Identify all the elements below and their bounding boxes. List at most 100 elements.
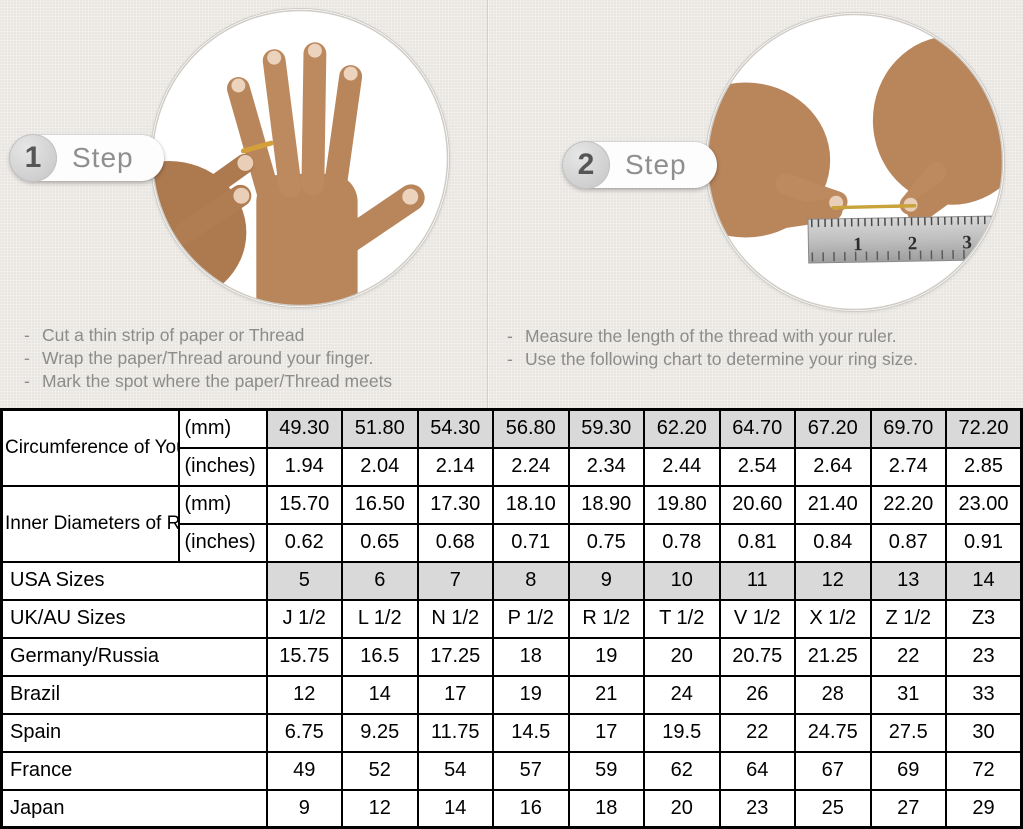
size-value-cell: 27	[869, 788, 947, 829]
size-value-cell: 49.30	[265, 408, 343, 449]
size-value-cell: 62.20	[643, 408, 721, 449]
instruction-text: Measure the length of the thread with yo…	[525, 326, 897, 346]
size-value-cell: 27.5	[869, 712, 947, 753]
table-row: France 49 52 54 57 59 62 64 67 69 72	[0, 750, 1023, 791]
instruction-text: Use the following chart to determine you…	[525, 349, 918, 369]
size-value-cell: 12	[794, 560, 872, 601]
instruction-line: - Use the following chart to determine y…	[507, 349, 918, 369]
size-value-cell: V 1/2	[718, 598, 796, 639]
step-2-label: Step	[625, 149, 687, 180]
size-value-cell: 25	[794, 788, 872, 829]
size-value-cell: 0.84	[794, 522, 872, 563]
size-value-cell: 67.20	[794, 408, 872, 449]
size-value-cell: 69.70	[869, 408, 947, 449]
size-value-cell: 33	[945, 674, 1023, 715]
row-label: France	[0, 750, 268, 791]
size-value-cell: 10	[643, 560, 721, 601]
size-value-cell: 6.75	[265, 712, 343, 753]
size-value-cell: 15.75	[265, 636, 343, 677]
size-value-cell: P 1/2	[492, 598, 570, 639]
table-row: Brazil 12 14 17 19 21 24 26 28 31 33	[0, 674, 1023, 715]
size-value-cell: 69	[869, 750, 947, 791]
size-value-cell: 2.74	[869, 446, 947, 487]
size-value-cell: 0.75	[567, 522, 645, 563]
size-value-cell: 28	[794, 674, 872, 715]
size-value-cell: 21	[567, 674, 645, 715]
size-value-cell: Z 1/2	[869, 598, 947, 639]
size-value-cell: 5	[265, 560, 343, 601]
size-value-cell: 1.94	[265, 446, 343, 487]
row-unit-label: (inches)	[177, 446, 268, 487]
size-value-cell: 17	[416, 674, 494, 715]
size-value-cell: 2.44	[643, 446, 721, 487]
row-label: Germany/Russia	[0, 636, 268, 677]
size-value-cell: 16	[492, 788, 570, 829]
ruler-measurement-illustration: 1 2 3	[706, 13, 1004, 311]
size-value-cell: 15.70	[265, 484, 343, 525]
size-value-cell: N 1/2	[416, 598, 494, 639]
size-value-cell: 22	[718, 712, 796, 753]
size-value-cell: 24.75	[794, 712, 872, 753]
size-value-cell: 18	[492, 636, 570, 677]
size-value-cell: 6	[341, 560, 419, 601]
size-value-cell: 64	[718, 750, 796, 791]
hand-with-ring-photo	[150, 8, 450, 308]
instruction-text: Mark the spot where the paper/Thread mee…	[42, 371, 393, 391]
size-value-cell: 26	[718, 674, 796, 715]
table-row: Inner Diameters of Rings(mm)15.7016.5017…	[0, 484, 1023, 563]
size-value-cell: 72.20	[945, 408, 1023, 449]
step-1-badge: 1 Step	[9, 133, 164, 182]
size-value-cell: 0.65	[341, 522, 419, 563]
step-1-instructions: - Cut a thin strip of paper or Thread - …	[20, 324, 392, 393]
size-value-cell: 14	[341, 674, 419, 715]
size-value-cell: 11	[718, 560, 796, 601]
size-value-cell: 67	[794, 750, 872, 791]
gold-thread-icon	[831, 203, 917, 210]
size-value-cell: 12	[341, 788, 419, 829]
hand-with-ring-illustration	[151, 9, 449, 307]
size-value-cell: 13	[869, 560, 947, 601]
size-value-cell: 19.80	[643, 484, 721, 525]
size-value-cell: 20	[643, 788, 721, 829]
table-row: UK/AU Sizes J 1/2 L 1/2 N 1/2 P 1/2 R 1/2 T 1/…	[0, 598, 1023, 639]
size-value-cell: 14.5	[492, 712, 570, 753]
size-value-cell: 2.64	[794, 446, 872, 487]
ruler-number-3: 3	[962, 232, 972, 253]
table-row: Germany/Russia 15.75 16.5 17.25 18 19 20 20.75 2…	[0, 636, 1023, 677]
instruction-line: - Cut a thin strip of paper or Thread	[24, 325, 305, 345]
ring-size-table-body: Circumference of Your Finger(mm)49.3051.…	[0, 408, 1023, 829]
size-value-cell: 2.34	[567, 446, 645, 487]
size-value-cell: 59	[567, 750, 645, 791]
table-row: (inches) 0.62 0.65 0.68 0.71 0.75 0.78 0.81 0.84…	[2, 522, 1023, 563]
size-value-cell: 59.30	[567, 408, 645, 449]
size-value-cell: 9	[567, 560, 645, 601]
table-row: USA Sizes 5 6 7 8 9 10 11 12 13 14	[0, 560, 1023, 601]
size-value-cell: T 1/2	[643, 598, 721, 639]
size-value-cell: 23	[945, 636, 1023, 677]
size-value-cell: 19.5	[643, 712, 721, 753]
size-value-cell: 64.70	[718, 408, 796, 449]
size-value-cell: 20.75	[718, 636, 796, 677]
size-value-cell: 0.78	[643, 522, 721, 563]
table-row: Spain 6.75 9.25 11.75 14.5 17 19.5 22 24.75 27.5 3…	[0, 712, 1023, 753]
size-value-cell: 0.68	[416, 522, 494, 563]
size-value-cell: 14	[945, 560, 1023, 601]
size-value-cell: 23	[718, 788, 796, 829]
size-value-cell: 21.40	[794, 484, 872, 525]
size-value-cell: 22.20	[869, 484, 947, 525]
size-value-cell: 2.14	[416, 446, 494, 487]
size-value-cell: 57	[492, 750, 570, 791]
row-label: Spain	[0, 712, 268, 753]
gold-ring-icon	[240, 140, 274, 154]
row-unit-label: (mm)	[177, 408, 268, 449]
ruler-measurement-photo: 1 2 3	[705, 12, 1005, 312]
size-value-cell: 0.81	[718, 522, 796, 563]
instruction-line: - Wrap the paper/Thread around your fing…	[24, 348, 374, 368]
row-label: Japan	[0, 788, 268, 829]
size-value-cell: 31	[869, 674, 947, 715]
row-unit-label: (inches)	[177, 522, 268, 563]
size-value-cell: 56.80	[492, 408, 570, 449]
row-group-label: Inner Diameters of Rings	[0, 484, 180, 563]
size-value-cell: 29	[945, 788, 1023, 829]
